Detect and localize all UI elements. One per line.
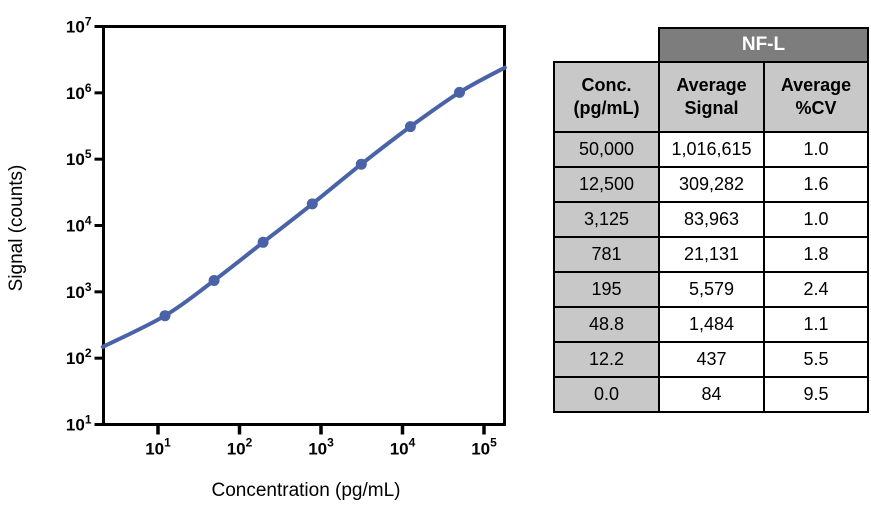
average-signal-cell: 1,016,615 — [658, 131, 765, 168]
x-axis-tick-label: 101 — [145, 436, 171, 459]
average-cv-cell: 2.4 — [763, 271, 869, 308]
average-signal-cell: 21,131 — [658, 236, 765, 273]
x-axis-tick-label: 104 — [390, 436, 416, 459]
average-signal-cell: 5,579 — [658, 271, 765, 308]
average-signal-cell: 1,484 — [658, 306, 765, 343]
average-cv-cell: 1.0 — [763, 201, 869, 238]
standard-curve-chart: 107 106 105 104 103 102 101 101 102 103 104 105 Conc… — [6, 15, 507, 501]
y-axis-tick-label: 105 — [66, 147, 92, 169]
average-cv-cell: 1.8 — [763, 236, 869, 273]
table-spacer-cell — [554, 28, 659, 62]
table-row: 48.8 1,484 1.1 — [553, 306, 869, 343]
conc-cell: 12.2 — [553, 341, 660, 378]
table-title-row: NF-L — [554, 27, 869, 63]
conc-cell: 50,000 — [553, 131, 660, 168]
conc-cell: 3,125 — [553, 201, 660, 238]
y-axis-tick-label: 104 — [66, 214, 92, 236]
nfl-results-table: NF-L Conc. (pg/mL) Average Signal Averag… — [553, 27, 869, 413]
data-point-marker — [257, 236, 269, 248]
x-axis-tick-label: 103 — [308, 436, 334, 459]
data-point-marker — [404, 121, 416, 133]
data-point-marker — [208, 275, 220, 286]
x-axis-tick-label: 102 — [227, 436, 253, 459]
y-axis-tick-label: 101 — [66, 413, 92, 435]
y-axis-title: Signal (counts) — [6, 165, 27, 292]
table-row: 50,000 1,016,615 1.0 — [553, 131, 869, 168]
y-axis-tick-label: 103 — [66, 280, 92, 302]
plot-frame — [102, 25, 506, 426]
average-cv-cell: 9.5 — [763, 376, 869, 413]
table-row: 0.0 84 9.5 — [553, 376, 869, 413]
table-row: 12.2 437 5.5 — [553, 341, 869, 378]
average-signal-cell: 309,282 — [658, 166, 765, 203]
table-row: 781 21,131 1.8 — [553, 236, 869, 273]
data-point-marker — [159, 310, 171, 322]
average-signal-cell: 437 — [658, 341, 765, 378]
data-point-marker — [454, 86, 465, 98]
standard-curve-line — [100, 65, 507, 349]
conc-cell: 781 — [553, 236, 660, 273]
y-axis-tick-label: 102 — [66, 346, 92, 368]
conc-cell: 195 — [553, 271, 660, 308]
average-cv-cell: 5.5 — [763, 341, 869, 378]
standard-curve-figure: 107 106 105 104 103 102 101 101 102 103 104 105 Conc… — [6, 15, 507, 501]
average-signal-cell: 83,963 — [658, 201, 765, 238]
conc-cell: 0.0 — [553, 376, 660, 413]
table-header-row: Conc. (pg/mL) Average Signal Average %CV — [553, 61, 869, 133]
y-axis-tick-label: 106 — [66, 81, 92, 103]
data-point-marker — [306, 198, 318, 210]
table-row: 195 5,579 2.4 — [553, 271, 869, 308]
table-title: NF-L — [658, 27, 869, 63]
x-axis-title: Concentration (pg/mL) — [211, 480, 400, 501]
x-axis-tick-label: 105 — [471, 436, 497, 459]
table-row: 3,125 83,963 1.0 — [553, 201, 869, 238]
column-header-average-signal: Average Signal — [658, 61, 765, 133]
conc-cell: 48.8 — [553, 306, 660, 343]
table-row: 12,500 309,282 1.6 — [553, 166, 869, 203]
column-header-average-cv: Average %CV — [763, 61, 869, 133]
average-cv-cell: 1.1 — [763, 306, 869, 343]
average-cv-cell: 1.0 — [763, 131, 869, 168]
conc-cell: 12,500 — [553, 166, 660, 203]
y-axis-tick-label: 107 — [66, 15, 92, 37]
average-cv-cell: 1.6 — [763, 166, 869, 203]
average-signal-cell: 84 — [658, 376, 765, 413]
column-header-conc: Conc. (pg/mL) — [553, 61, 660, 133]
data-point-marker — [355, 158, 367, 170]
